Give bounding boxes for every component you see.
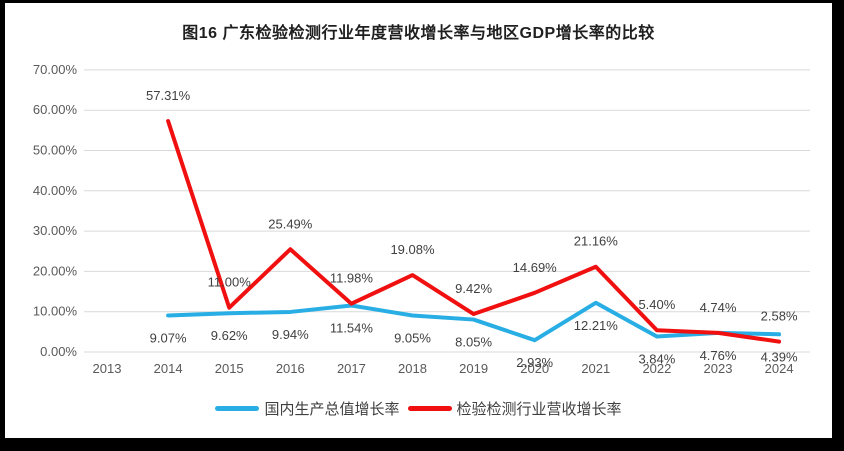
data-label-industry-revenue-growth: 4.74% — [700, 300, 737, 315]
data-label-gdp-growth: 9.94% — [272, 327, 309, 342]
y-tick-label: 20.00% — [33, 263, 78, 278]
x-tick-label: 2018 — [398, 361, 427, 376]
chart-legend: 国内生产总值增长率 检验检测行业营收增长率 — [5, 398, 832, 419]
series-line-industry-revenue-growth — [166, 119, 782, 344]
data-label-industry-revenue-growth: 2.58% — [761, 309, 798, 324]
chart-title: 图16 广东检验检测行业年度营收增长率与地区GDP增长率的比较 — [182, 25, 655, 42]
x-tick-label: 2024 — [765, 361, 794, 376]
y-tick-label: 30.00% — [33, 223, 78, 238]
x-tick-label: 2013 — [93, 361, 122, 376]
x-tick-label: 2014 — [154, 361, 183, 376]
legend-label-gdp: 国内生产总值增长率 — [264, 401, 400, 418]
data-label-industry-revenue-growth: 5.40% — [638, 297, 675, 312]
y-tick-label: 0.00% — [40, 344, 77, 359]
x-tick-label: 2017 — [337, 361, 366, 376]
data-label-gdp-growth: 4.39% — [761, 349, 798, 364]
data-label-industry-revenue-growth: 19.08% — [390, 242, 435, 257]
data-label-industry-revenue-growth: 11.00% — [208, 275, 252, 290]
data-label-industry-revenue-growth: 21.16% — [574, 234, 619, 249]
data-label-gdp-growth: 11.54% — [330, 320, 374, 335]
data-label-gdp-growth: 9.62% — [211, 328, 248, 343]
y-tick-label: 60.00% — [33, 102, 78, 117]
x-tick-label: 2021 — [581, 361, 610, 376]
data-label-gdp-growth: 8.05% — [455, 335, 492, 350]
y-tick-label: 70.00% — [33, 62, 78, 77]
legend-line-swatch-gdp — [215, 406, 260, 411]
x-tick-label: 2020 — [520, 361, 549, 376]
data-label-industry-revenue-growth: 9.42% — [455, 281, 492, 296]
x-tick-label: 2023 — [704, 361, 733, 376]
y-tick-label: 10.00% — [33, 304, 78, 319]
legend-item-gdp: 国内生产总值增长率 — [215, 398, 400, 419]
data-label-industry-revenue-growth: 57.31% — [146, 88, 191, 103]
x-tick-label: 2016 — [276, 361, 305, 376]
data-label-gdp-growth: 9.07% — [150, 330, 187, 345]
data-label-industry-revenue-growth: 14.69% — [513, 260, 558, 275]
series-line-gdp-growth — [166, 300, 782, 343]
chart-plot-area: 0.00% 10.00% 20.00% 30.00% 40.00% 50.00% 60.00… — [33, 62, 810, 376]
x-tick-label: 2019 — [459, 361, 488, 376]
legend-item-industry-revenue: 检验检测行业营收增长率 — [407, 398, 622, 419]
y-tick-label: 40.00% — [33, 183, 78, 198]
data-label-gdp-growth: 12.21% — [574, 318, 619, 333]
data-label-gdp-growth: 4.76% — [700, 348, 737, 363]
y-tick-label: 50.00% — [33, 143, 78, 158]
data-label-gdp-growth: 9.05% — [394, 331, 431, 346]
x-tick-label: 2022 — [642, 361, 671, 376]
data-label-industry-revenue-growth: 25.49% — [268, 216, 313, 231]
data-label-industry-revenue-growth: 11.98% — [330, 271, 374, 286]
legend-line-swatch-industry-revenue — [407, 406, 452, 411]
data-label-gdp-growth: 2.93% — [516, 355, 553, 370]
legend-label-industry-revenue: 检验检测行业营收增长率 — [456, 401, 622, 418]
x-tick-label: 2015 — [215, 361, 244, 376]
data-label-gdp-growth: 3.84% — [638, 352, 675, 367]
